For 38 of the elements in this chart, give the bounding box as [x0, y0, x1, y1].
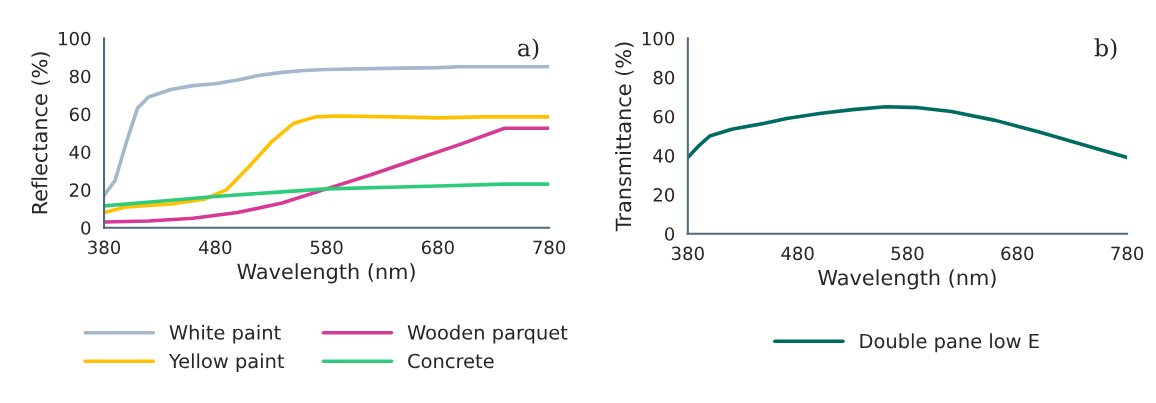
y-tick-label: 80	[653, 70, 675, 85]
x-tick-label: 580	[310, 240, 343, 255]
line-series	[104, 64, 550, 198]
y-axis-title: Transmittance (%)	[615, 42, 634, 232]
y-tick-label: 0	[81, 221, 91, 235]
line-series	[104, 114, 550, 215]
y-tick-label: 100	[642, 31, 675, 46]
x-axis-title: Wavelength (nm)	[818, 269, 996, 290]
y-tick-label: 20	[653, 188, 675, 202]
legend-label: White paint	[169, 324, 281, 344]
y-tick-label: 0	[665, 227, 675, 241]
y-tick-label: 20	[69, 183, 91, 197]
x-tick-label: 680	[421, 240, 454, 255]
legend-label: Concrete	[408, 353, 494, 369]
y-tick-label: 100	[59, 31, 91, 46]
x-tick-label: 380	[671, 246, 704, 261]
y-tick-label: 60	[653, 109, 675, 124]
x-axis-title: Wavelength (nm)	[237, 263, 415, 284]
y-tick-label: 80	[69, 69, 91, 84]
line-series	[104, 126, 550, 224]
x-tick-label: 780	[533, 240, 566, 255]
y-tick-label: 40	[653, 149, 675, 163]
legend-label: Wooden parquet	[407, 324, 568, 344]
annotation: a)	[518, 38, 539, 60]
annotation: b)	[1094, 38, 1117, 60]
x-tick-label: 380	[88, 240, 121, 255]
y-tick-label: 40	[69, 145, 91, 160]
x-tick-label: 780	[1111, 246, 1144, 261]
x-tick-label: 480	[198, 240, 232, 255]
y-axis-title: Reflectance (%)	[31, 52, 50, 214]
legend-label: Yellow paint	[168, 353, 285, 373]
x-tick-label: 680	[1001, 246, 1034, 261]
x-tick-label: 580	[891, 246, 924, 261]
line-series	[687, 104, 1128, 160]
line-series	[104, 182, 550, 208]
y-tick-label: 60	[69, 107, 91, 122]
legend-label: Double pane low E	[860, 333, 1039, 353]
x-tick-label: 480	[781, 246, 814, 261]
